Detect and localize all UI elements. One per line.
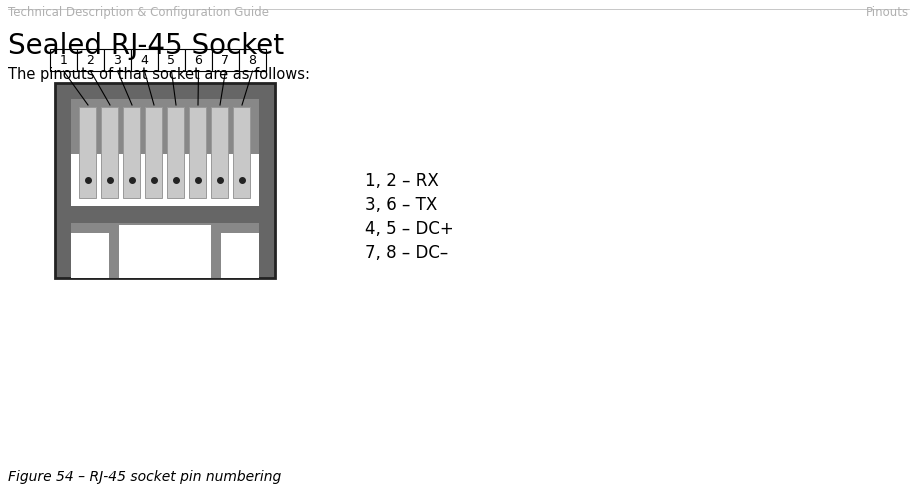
Bar: [212, 50, 239, 72]
Bar: [71, 233, 109, 279]
Bar: [221, 233, 259, 279]
Bar: [233, 108, 250, 198]
Text: 8: 8: [249, 55, 257, 67]
Text: 3, 6 – TX: 3, 6 – TX: [365, 195, 437, 213]
Text: 1, 2 – RX: 1, 2 – RX: [365, 172, 438, 189]
Text: 1: 1: [60, 55, 68, 67]
Bar: [71, 100, 259, 155]
Bar: [101, 108, 118, 198]
Text: 5: 5: [168, 55, 175, 67]
Bar: [131, 50, 158, 72]
Text: 7, 8 – DC–: 7, 8 – DC–: [365, 243, 448, 262]
Text: Sealed RJ-45 Socket: Sealed RJ-45 Socket: [8, 32, 284, 60]
Bar: [189, 108, 206, 198]
Bar: [77, 50, 104, 72]
Text: 7: 7: [222, 55, 229, 67]
Bar: [185, 50, 212, 72]
Text: 6: 6: [194, 55, 203, 67]
Bar: [50, 50, 77, 72]
Bar: [79, 108, 96, 198]
Text: Technical Description & Configuration Guide: Technical Description & Configuration Gu…: [8, 6, 269, 19]
Bar: [158, 50, 185, 72]
Bar: [71, 223, 259, 279]
Text: 3: 3: [114, 55, 121, 67]
Text: 4, 5 – DC+: 4, 5 – DC+: [365, 219, 454, 237]
Text: The pinouts of that socket are as follows:: The pinouts of that socket are as follow…: [8, 67, 310, 82]
Text: 2: 2: [86, 55, 94, 67]
Bar: [119, 225, 211, 279]
Bar: [71, 155, 259, 206]
Bar: [145, 108, 162, 198]
Text: 4: 4: [140, 55, 149, 67]
Bar: [123, 108, 140, 198]
Text: Figure 54 – RJ-45 socket pin numbering: Figure 54 – RJ-45 socket pin numbering: [8, 469, 282, 483]
Bar: [211, 108, 228, 198]
Text: Pinouts: Pinouts: [866, 6, 909, 19]
Bar: [55, 84, 275, 279]
Bar: [239, 50, 266, 72]
Bar: [167, 108, 184, 198]
Bar: [104, 50, 131, 72]
